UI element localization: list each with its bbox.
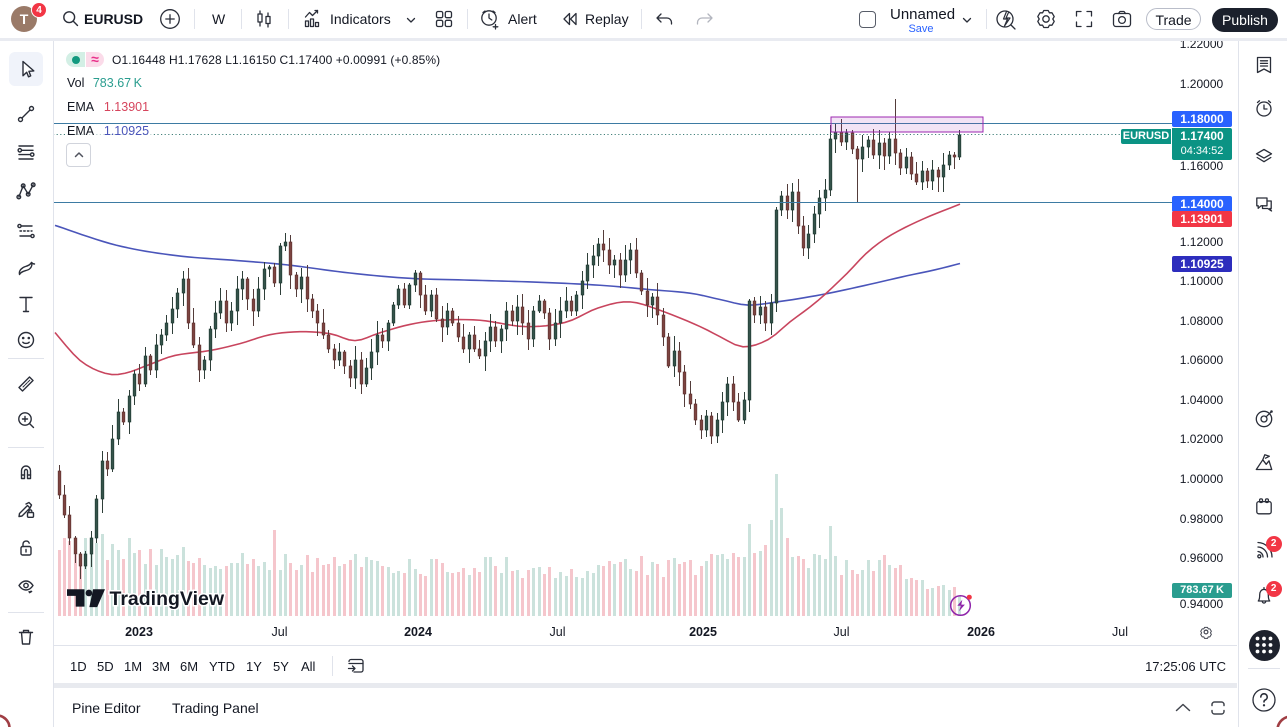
svg-text:TradingView: TradingView (110, 588, 225, 610)
